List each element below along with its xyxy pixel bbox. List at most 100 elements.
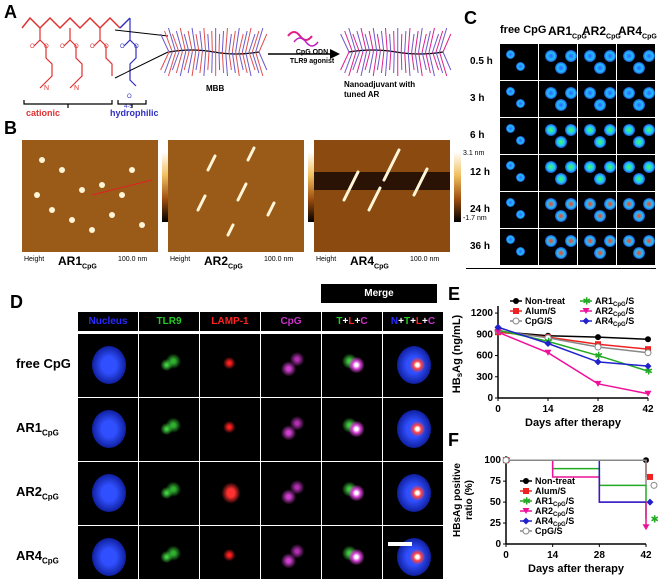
fluorescence-spot <box>594 247 606 259</box>
cell-signal <box>214 538 248 576</box>
legend-entry-name: AR1 <box>595 296 613 306</box>
afm-background <box>314 140 450 252</box>
fluorescence-spot <box>545 198 557 210</box>
afm-particle <box>109 212 115 218</box>
legend-marker <box>523 478 529 484</box>
y-tick-label: 300 <box>476 372 493 383</box>
brush-side-chain <box>389 33 392 53</box>
brush-side-chain <box>187 51 193 74</box>
imaging-cell <box>617 44 655 80</box>
series-line <box>506 459 647 486</box>
col-header-ar1-sub: CpG <box>572 33 587 41</box>
microscopy-cell <box>200 398 260 461</box>
brush-side-chain <box>368 30 374 53</box>
cell-signal <box>336 410 370 448</box>
imaging-cell <box>539 192 577 228</box>
colorbar-min: -1.7 nm <box>463 215 487 222</box>
fluorescence-spot <box>565 50 577 62</box>
merge-letter: C <box>360 316 368 327</box>
brush-side-chain <box>195 51 200 71</box>
afm-rod <box>246 146 256 162</box>
afm-colorbar <box>454 152 461 222</box>
fluorescence-spot <box>643 124 655 136</box>
brush-side-chain <box>191 27 197 53</box>
brush-side-chain <box>258 33 268 53</box>
afm-colorbar <box>162 152 169 222</box>
fluorescence-spot <box>633 247 645 259</box>
legend-entry: AR2CpG/S <box>595 306 634 318</box>
brush-side-chain <box>364 33 371 53</box>
svg-text:O: O <box>120 44 125 50</box>
brush-side-chain <box>238 51 244 71</box>
merge-letter: L <box>415 316 423 327</box>
brush-side-chain <box>411 33 415 53</box>
brush-side-chain <box>389 51 392 71</box>
panel-a-schematic: O O O O O O N N O O O 4-5 <box>21 16 452 110</box>
y-tick-label: 50 <box>490 497 502 508</box>
microscopy-cell <box>139 398 199 461</box>
merge-letter: + <box>422 316 428 327</box>
svg-text:O: O <box>104 44 109 50</box>
microscopy-cell <box>322 334 382 397</box>
microscopy-cell <box>139 526 199 579</box>
data-point <box>594 358 602 366</box>
brush-side-chain <box>425 30 431 53</box>
brush-side-chain <box>251 30 260 53</box>
cell-signal <box>336 346 370 384</box>
data-point <box>647 473 653 480</box>
legend-entry-suffix: /S <box>626 306 635 316</box>
afm-particle <box>139 222 145 228</box>
panel-label-c: C <box>464 8 477 28</box>
brush-side-chain <box>414 30 419 53</box>
afm-particle <box>34 192 40 198</box>
fluorescence-spot <box>633 210 645 222</box>
brush-side-chain <box>211 51 213 74</box>
data-point: ✱ <box>651 514 658 525</box>
panel-c-header: free CpG AR1CpG AR2CpG AR4CpG <box>468 24 658 42</box>
legend-entry-sub: CpG <box>613 302 626 308</box>
brush-side-chain <box>171 33 180 53</box>
brush-side-chain <box>372 51 378 77</box>
nanoadjuvant-brush <box>340 27 452 77</box>
legend-entry-name: AR2 <box>535 506 553 516</box>
fluorescence-spot <box>516 62 525 71</box>
y-axis-label-rest: Ag (ng/mL) <box>451 314 463 372</box>
y-axis-label: HBsAg (ng/mL) <box>451 314 464 393</box>
legend-entry-name: AR4 <box>535 516 553 526</box>
svg-text:O: O <box>127 94 132 100</box>
brush-side-chain <box>245 27 252 53</box>
panel-label-a: A <box>4 2 17 22</box>
data-point: ✱ <box>645 367 653 378</box>
tlr9-agonist-label: TLR9 agonist <box>289 58 335 65</box>
brush-side-chain <box>255 51 264 77</box>
panel-c-divider <box>466 268 656 269</box>
y-axis-label-main: HB <box>451 377 463 393</box>
cell-row-label-sub: CpG <box>42 428 59 438</box>
cell-row-label-main: free CpG <box>16 356 71 371</box>
brush-side-chain <box>344 51 353 74</box>
afm-rod <box>226 223 235 237</box>
fluorescence-spot <box>643 50 655 62</box>
legend-entry-name: AR4 <box>595 316 613 326</box>
legend-entry: CpG/S <box>535 526 563 536</box>
fluorescence-spot <box>545 50 557 62</box>
brush-side-chain <box>425 51 431 74</box>
brush-side-chain <box>228 51 232 71</box>
y-tick-label: 1200 <box>471 308 494 319</box>
x-tick-label: 14 <box>542 404 554 415</box>
fluorescence-spot <box>643 198 655 210</box>
legend-entry: AR1CpG/S <box>535 496 574 508</box>
fluorescence-spot <box>545 87 557 99</box>
channel-header: LAMP-1 <box>200 312 260 331</box>
fluorescence-spot <box>565 124 577 136</box>
cell-row-label-sub: CpG <box>42 556 59 566</box>
cell-signal <box>214 410 248 448</box>
data-point <box>644 349 652 357</box>
brush-side-chain <box>164 51 173 74</box>
brush-side-chain <box>428 27 435 53</box>
afm-sample-name-sub: CpG <box>374 263 389 271</box>
data-point <box>645 336 651 343</box>
panel-label-d: D <box>10 292 23 312</box>
microscopy-cell <box>261 462 321 525</box>
microscopy-cell <box>78 398 138 461</box>
